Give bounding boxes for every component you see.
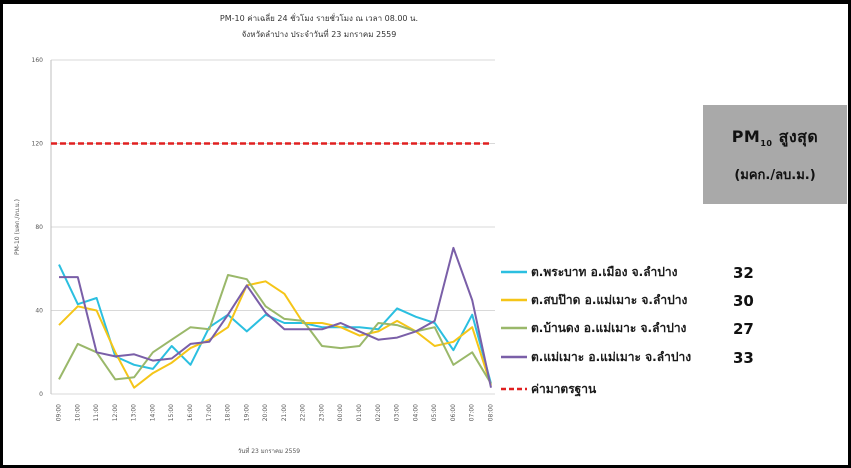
x-tick-label: 22:00 bbox=[300, 404, 307, 421]
x-axis-label: วันที่ 23 มกราคม 2559 bbox=[238, 447, 300, 455]
legend-value-3: 27 bbox=[733, 320, 754, 338]
gridlines bbox=[50, 59, 495, 395]
legend-label-2: ต.สบป๊าด อ.แม่เมาะ จ.ลำปาง bbox=[531, 293, 687, 307]
chart-subtitle: จังหวัดลำปาง ประจำวันที่ 23 มกราคม 2559 bbox=[242, 28, 397, 39]
x-tick-label: 07:00 bbox=[469, 404, 476, 421]
x-tick-label: 13:00 bbox=[131, 404, 138, 421]
x-tick-label: 21:00 bbox=[281, 404, 288, 421]
x-tick-label: 06:00 bbox=[450, 404, 457, 421]
x-tick-label: 15:00 bbox=[168, 404, 175, 421]
series-line-4 bbox=[59, 246, 492, 388]
legend-label-4: ต.แม่เมาะ อ.แม่เมาะ จ.ลำปาง bbox=[531, 350, 691, 364]
series-line-1 bbox=[58, 264, 492, 384]
x-tick-label: 08:00 bbox=[488, 404, 495, 421]
series-line-2 bbox=[58, 280, 492, 389]
legend: ต.พระบาท อ.เมือง จ.ลำปาง 32 ต.สบป๊าด อ.แม่… bbox=[501, 264, 754, 397]
x-tick-label: 20:00 bbox=[262, 404, 269, 421]
legend-value-1: 32 bbox=[733, 264, 754, 282]
x-tick-label: 23:00 bbox=[318, 404, 325, 421]
legend-label-3: ต.บ้านดง อ.แม่เมาะ จ.ลำปาง bbox=[531, 321, 687, 335]
legend-label-standard: ค่ามาตรฐาน bbox=[531, 382, 597, 397]
y-axis-label: PM-10 (มคก./ลบ.ม.) bbox=[14, 199, 21, 255]
x-tick-label: 12:00 bbox=[112, 404, 119, 421]
x-tick-label: 03:00 bbox=[394, 404, 401, 421]
y-tick-label: 40 bbox=[35, 308, 43, 315]
x-tick-label: 18:00 bbox=[225, 404, 232, 421]
legend-label-1: ต.พระบาท อ.เมือง จ.ลำปาง bbox=[531, 265, 678, 279]
x-axis-ticks: 09:00 10:00 11:00 12:00 13:00 14:00 15:00 16:00… bbox=[56, 404, 495, 421]
pm-label: PM bbox=[731, 126, 761, 146]
x-tick-label: 10:00 bbox=[74, 404, 81, 421]
pm-unit-label: (มคก./ลบ.ม.) bbox=[734, 167, 816, 183]
pm10-max-box: PM10 สูงสุด (มคก./ลบ.ม.) bbox=[703, 105, 847, 204]
x-tick-label: 04:00 bbox=[412, 404, 419, 421]
x-tick-label: 05:00 bbox=[431, 404, 438, 421]
legend-value-2: 30 bbox=[733, 292, 754, 310]
y-tick-label: 120 bbox=[32, 141, 44, 148]
x-tick-label: 01:00 bbox=[356, 404, 363, 421]
y-axis-ticks: 0 40 80 120 160 bbox=[32, 57, 44, 398]
x-tick-label: 02:00 bbox=[375, 404, 382, 421]
x-tick-label: 09:00 bbox=[56, 404, 63, 421]
x-tick-label: 16:00 bbox=[187, 404, 194, 421]
legend-value-4: 33 bbox=[733, 349, 754, 367]
x-tick-label: 19:00 bbox=[243, 404, 250, 421]
pm10-line-chart: PM-10 ค่าเฉลี่ย 24 ชั่วโมง รายชั่วโมง ณ … bbox=[14, 12, 754, 455]
y-tick-label: 0 bbox=[39, 391, 43, 398]
x-tick-label: 17:00 bbox=[206, 404, 213, 421]
series-lines bbox=[58, 246, 492, 389]
chart-panel: PM-10 ค่าเฉลี่ย 24 ชั่วโมง รายชั่วโมง ณ … bbox=[3, 4, 848, 465]
y-tick-label: 80 bbox=[35, 224, 43, 231]
x-tick-label: 00:00 bbox=[337, 404, 344, 421]
x-tick-label: 14:00 bbox=[149, 404, 156, 421]
chart-title: PM-10 ค่าเฉลี่ย 24 ชั่วโมง รายชั่วโมง ณ … bbox=[220, 12, 418, 23]
x-tick-label: 11:00 bbox=[93, 404, 100, 421]
y-tick-label: 160 bbox=[32, 57, 44, 64]
pm-max-label: สูงสุด bbox=[778, 126, 819, 146]
pm-subscript: 10 bbox=[760, 138, 773, 148]
